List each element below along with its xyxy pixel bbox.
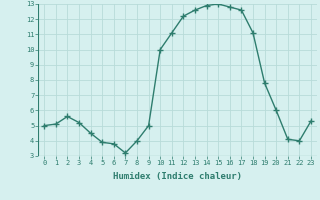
X-axis label: Humidex (Indice chaleur): Humidex (Indice chaleur) — [113, 172, 242, 181]
